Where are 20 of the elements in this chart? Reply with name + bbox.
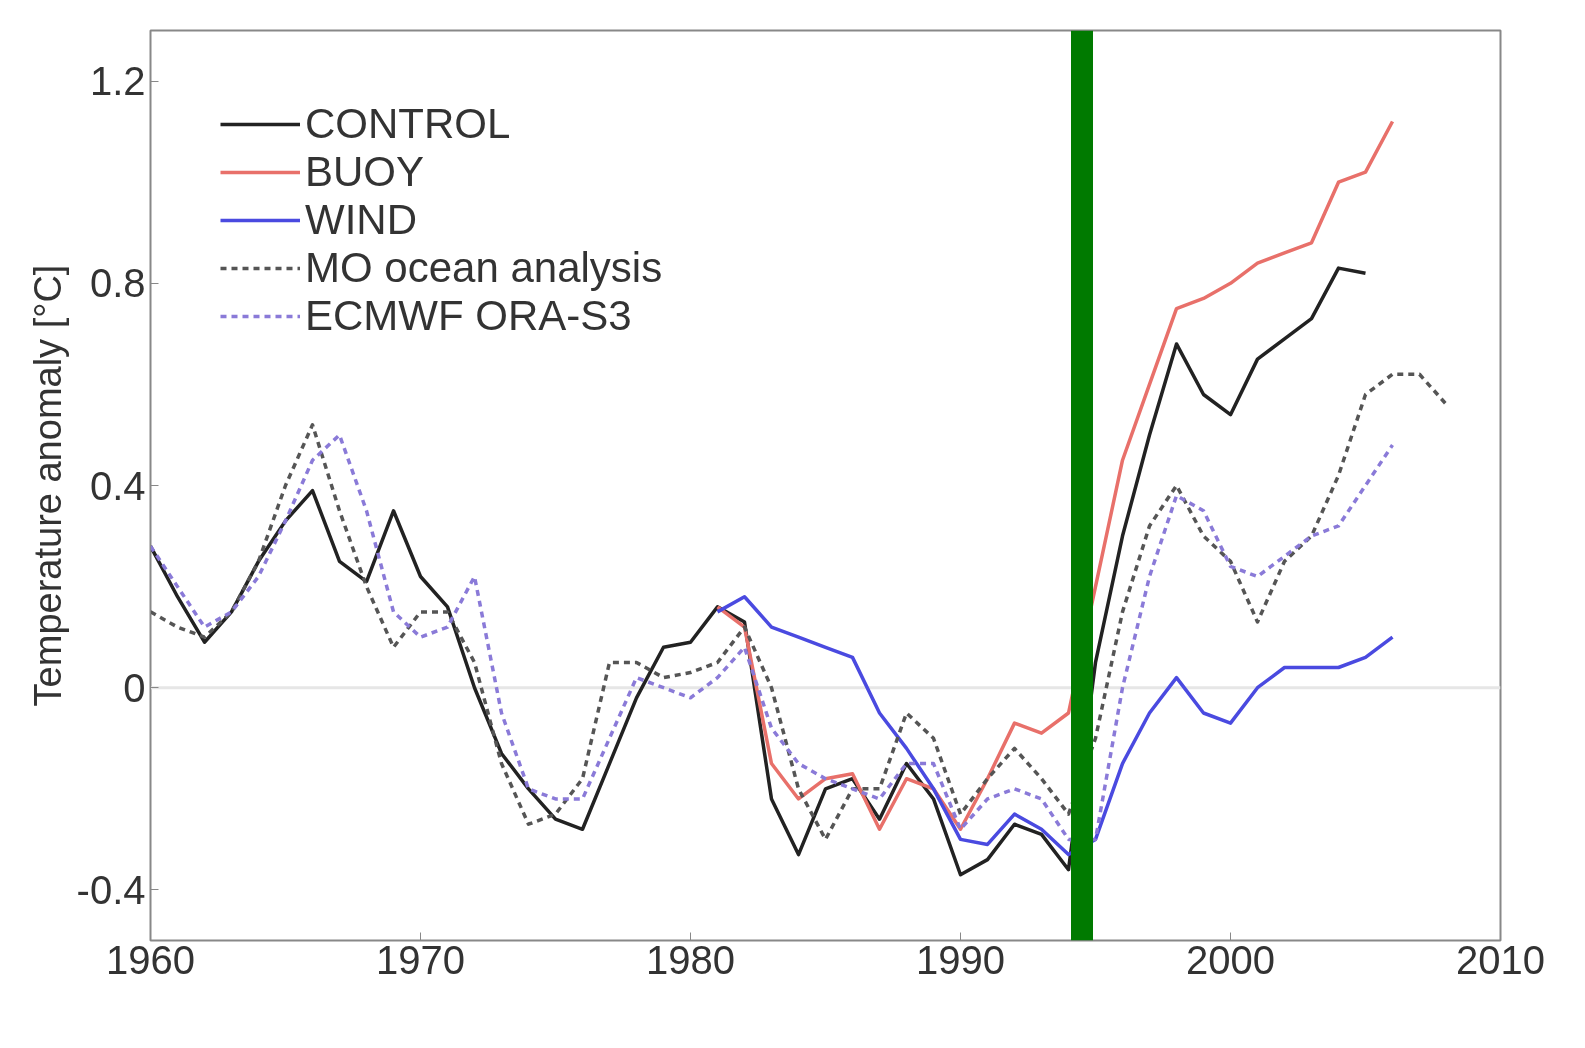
y-tick-label: 0.4: [89, 463, 146, 508]
legend-label: CONTROL: [305, 100, 511, 148]
y-tick-label: 0: [123, 665, 146, 710]
x-tick-label: 1970: [376, 937, 465, 982]
y-axis-title: Temperature anomaly [°C]: [26, 264, 69, 707]
y-tick-label: 1.2: [89, 59, 146, 104]
line-series: [150, 372, 1449, 842]
x-tick-label: 1990: [916, 937, 1005, 982]
line-series: [715, 594, 1395, 857]
x-tick-label: 1980: [646, 937, 735, 982]
x-tick-label: 1960: [106, 937, 195, 982]
legend-label: BUOY: [305, 148, 425, 196]
y-tick-label: -0.4: [76, 867, 146, 912]
line-series: [150, 433, 1395, 842]
legend-label: ECMWF ORA-S3: [305, 292, 632, 340]
legend-label: MO ocean analysis: [305, 244, 663, 292]
x-tick-label: 2000: [1186, 937, 1275, 982]
y-tick-label: 0.8: [89, 261, 146, 306]
x-tick-label: 2010: [1456, 937, 1545, 982]
legend-label: WIND: [305, 196, 417, 244]
